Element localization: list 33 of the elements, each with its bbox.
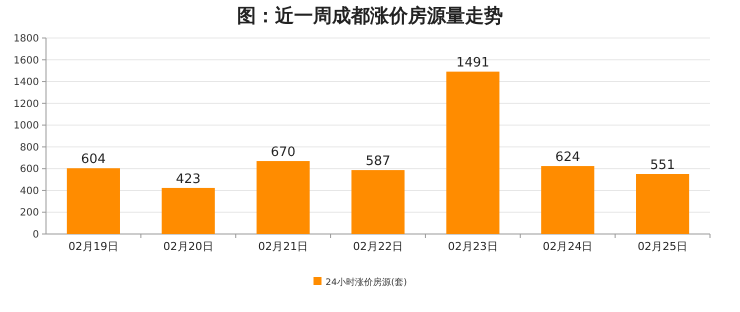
chart-title: 图：近一周成都涨价房源量走势 xyxy=(237,5,503,27)
x-tick-label: 02月21日 xyxy=(258,240,308,253)
data-label: 551 xyxy=(650,158,675,173)
x-tick-label: 02月22日 xyxy=(353,240,403,253)
legend-label: 24小时涨价房源(套) xyxy=(326,277,407,288)
y-tick-label: 800 xyxy=(20,142,39,154)
y-tick-label: 1800 xyxy=(14,34,39,44)
y-tick-label: 600 xyxy=(20,164,39,176)
y-tick-label: 1000 xyxy=(14,120,39,132)
x-tick-label: 02月20日 xyxy=(163,240,214,253)
y-tick-label: 1600 xyxy=(14,55,39,66)
x-tick-label: 02月19日 xyxy=(68,240,118,253)
data-label: 624 xyxy=(555,150,580,166)
data-label: 604 xyxy=(81,152,106,168)
y-tick-label: 200 xyxy=(20,208,39,219)
bar xyxy=(162,188,215,234)
x-tick-label: 02月25日 xyxy=(638,240,688,253)
y-tick-label: 0 xyxy=(32,230,39,240)
data-label: 1491 xyxy=(456,56,490,71)
x-tick-label: 02月24日 xyxy=(542,240,593,253)
y-tick-label: 1400 xyxy=(14,77,39,88)
bar xyxy=(446,72,500,234)
bar xyxy=(66,168,120,234)
data-label: 423 xyxy=(176,172,201,187)
bar xyxy=(256,161,310,234)
x-tick-label: 02月23日 xyxy=(448,240,498,253)
data-label: 670 xyxy=(270,145,296,160)
data-label: 587 xyxy=(366,154,390,170)
y-tick-label: 400 xyxy=(20,186,39,197)
y-tick-label: 1200 xyxy=(14,98,39,110)
bar xyxy=(541,166,594,234)
bar xyxy=(351,170,405,234)
bar xyxy=(636,174,690,234)
